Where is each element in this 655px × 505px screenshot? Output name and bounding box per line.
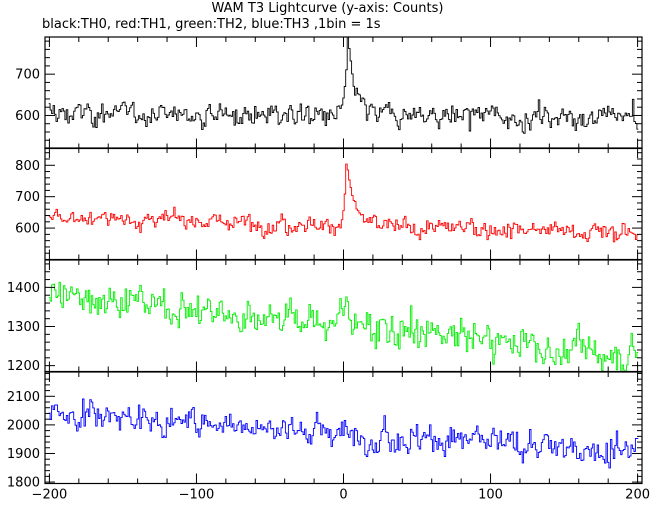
chart-subtitle: black:TH0, red:TH1, green:TH2, blue:TH3 … bbox=[42, 17, 381, 32]
series-th2-line bbox=[48, 281, 639, 372]
y-tick-label: 700 bbox=[15, 190, 40, 205]
y-tick-label: 1200 bbox=[7, 359, 40, 374]
x-tick-label: −100 bbox=[179, 488, 215, 503]
x-tick-label: 0 bbox=[339, 488, 347, 503]
y-tick-label: 700 bbox=[15, 68, 40, 83]
x-tick-label: −200 bbox=[32, 488, 68, 503]
y-tick-label: 2100 bbox=[7, 390, 40, 405]
y-tick-label: 600 bbox=[15, 222, 40, 237]
y-tick-label: 1400 bbox=[7, 281, 40, 296]
y-tick-label: 1800 bbox=[7, 476, 40, 491]
series-th3-line bbox=[48, 398, 639, 469]
panel-frame-th1 bbox=[44, 147, 643, 261]
series-th1-line bbox=[48, 163, 639, 243]
chart-title: WAM T3 Lightcurve (y-axis: Counts) bbox=[211, 1, 444, 16]
series-th0-line bbox=[48, 36, 639, 134]
y-tick-label: 1900 bbox=[7, 447, 40, 462]
x-tick-label: 200 bbox=[625, 488, 650, 503]
x-tick-label: 100 bbox=[478, 488, 503, 503]
panel-frame-th0 bbox=[44, 36, 643, 150]
panel-frame-th3 bbox=[44, 371, 643, 485]
y-tick-label: 2000 bbox=[7, 418, 40, 433]
y-tick-label: 600 bbox=[15, 109, 40, 124]
y-tick-label: 800 bbox=[15, 159, 40, 174]
y-tick-label: 1300 bbox=[7, 320, 40, 335]
